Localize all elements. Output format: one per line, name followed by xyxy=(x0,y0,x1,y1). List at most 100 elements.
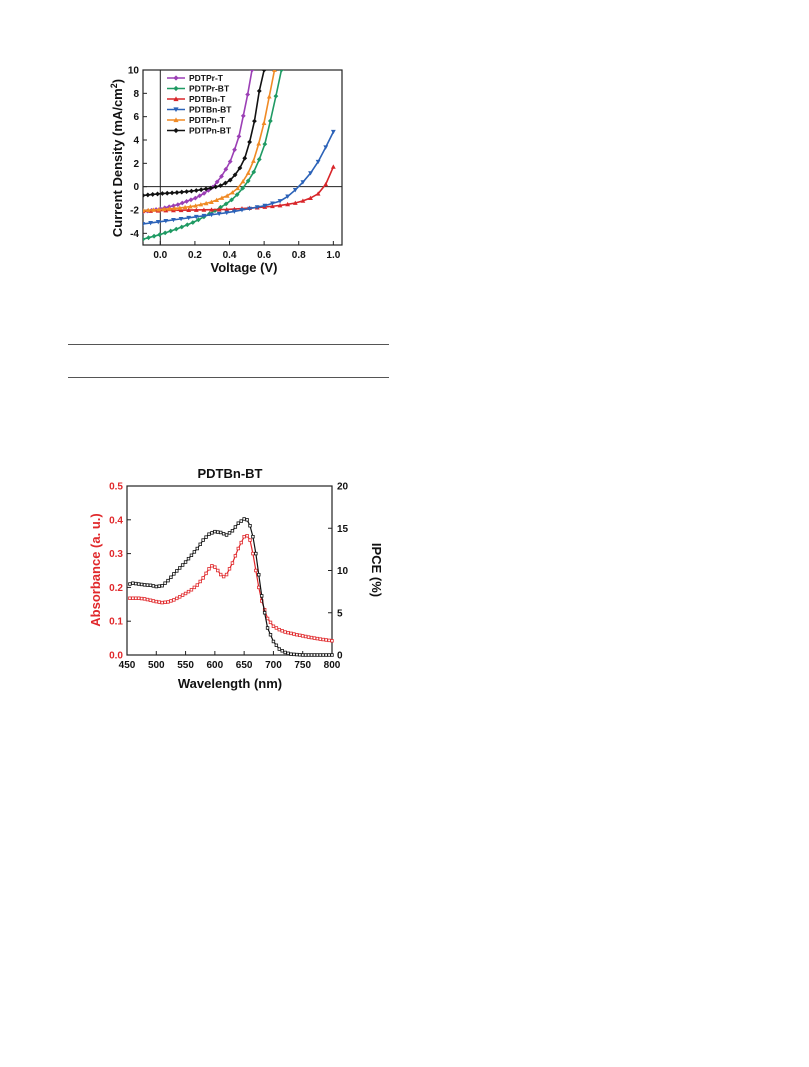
jv-data-point xyxy=(234,192,240,198)
ipce-data-point xyxy=(280,649,284,653)
ipce-data-point xyxy=(239,540,243,545)
jv-data-point xyxy=(173,226,179,232)
jv-data-point xyxy=(252,118,257,124)
jv-data-point xyxy=(208,199,214,204)
jv-data-point xyxy=(219,173,224,179)
ipce-left-tick-label: 0.3 xyxy=(109,549,123,560)
ipce-data-point xyxy=(271,624,276,628)
jv-data-point xyxy=(216,211,222,217)
ipce-left-tick-label: 0.4 xyxy=(109,515,123,526)
ipce-data-point xyxy=(180,593,185,597)
jv-legend-label: PDTPr-BT xyxy=(189,84,230,94)
jv-data-point xyxy=(201,207,207,212)
jv-data-point xyxy=(189,188,194,194)
jv-data-point xyxy=(232,172,238,178)
jv-data-point xyxy=(277,199,283,204)
ipce-data-point xyxy=(260,599,264,603)
ipce-data-point xyxy=(128,582,132,586)
ipce-data-point xyxy=(219,530,223,535)
ipce-data-point xyxy=(301,653,305,657)
jv-y-axis-label: Current Density (mA/cm2) xyxy=(109,79,125,237)
jv-data-point xyxy=(184,199,190,204)
ipce-data-point xyxy=(230,529,235,533)
ipce-data-point xyxy=(254,551,258,556)
ipce-data-point xyxy=(151,584,156,588)
ipce-data-point xyxy=(207,567,211,571)
jv-data-point xyxy=(187,204,193,209)
jv-series-pdtpr-bt xyxy=(143,70,284,242)
ipce-data-point xyxy=(169,599,173,603)
ipce-x-tick-label: 550 xyxy=(177,660,194,671)
jv-data-point xyxy=(143,222,146,227)
ipce-data-point xyxy=(286,630,290,635)
ipce-data-point xyxy=(148,583,153,587)
table-bottom-rule xyxy=(68,377,389,378)
jv-data-point xyxy=(174,190,180,195)
jv-data-point xyxy=(184,189,190,194)
jv-data-point xyxy=(300,198,306,203)
jv-data-point xyxy=(171,217,176,223)
jv-y-tick-label: -4 xyxy=(130,229,139,240)
jv-data-point xyxy=(145,192,151,198)
jv-data-point xyxy=(184,222,190,228)
ipce-data-point xyxy=(224,533,229,537)
jv-data-point xyxy=(190,220,196,225)
ipce-left-tick-label: 0.1 xyxy=(109,617,123,628)
ipce-left-axis-label: Absorbance (a. u.) xyxy=(88,513,103,626)
ipce-data-point xyxy=(283,650,287,655)
jv-data-point xyxy=(254,205,260,210)
jv-data-point xyxy=(201,190,207,196)
jv-data-point xyxy=(267,118,273,124)
jv-data-point xyxy=(292,188,298,193)
jv-data-point xyxy=(315,159,321,165)
jv-data-point xyxy=(251,158,256,163)
jv-data-point xyxy=(179,189,185,195)
jv-data-point xyxy=(145,207,151,213)
ipce-data-point xyxy=(236,546,240,551)
ipce-data-point xyxy=(142,597,147,601)
jv-legend-swatch-marker xyxy=(173,96,179,102)
jv-data-point xyxy=(193,207,199,212)
ipce-data-point xyxy=(201,576,205,580)
ipce-data-point xyxy=(324,653,328,657)
jv-data-point xyxy=(177,205,183,210)
ipce-data-point xyxy=(172,572,176,576)
jv-data-point xyxy=(178,216,184,222)
ipce-data-point xyxy=(233,554,238,558)
ipce-data-point xyxy=(327,653,331,657)
jv-data-point xyxy=(156,207,162,212)
jv-data-point xyxy=(203,186,209,192)
ipce-data-point xyxy=(242,517,246,521)
jv-data-point xyxy=(261,70,267,73)
ipce-plot-border xyxy=(126,485,333,656)
jv-data-point xyxy=(323,181,329,187)
ipce-data-point xyxy=(330,653,334,657)
jv-data-point xyxy=(179,200,185,206)
ipce-x-tick-label: 750 xyxy=(294,660,311,671)
ipce-data-point xyxy=(186,556,191,561)
jv-legend-item: PDTPn-BT xyxy=(167,126,232,136)
ipce-data-point xyxy=(183,560,188,564)
jv-x-tick-label: 0.8 xyxy=(292,250,306,261)
ipce-x-tick-label: 450 xyxy=(119,660,136,671)
ipce-data-point xyxy=(131,581,135,585)
jv-data-point xyxy=(270,201,275,206)
ipce-left-tick-label: 0.5 xyxy=(109,482,123,493)
ipce-x-tick-label: 700 xyxy=(265,660,282,671)
jv-data-point xyxy=(175,202,181,208)
ipce-data-point xyxy=(286,651,290,656)
ipce-data-point xyxy=(295,652,299,657)
jv-data-point xyxy=(198,202,204,207)
jv-data-point xyxy=(240,185,246,191)
jv-data-point xyxy=(195,217,201,223)
jv-data-point xyxy=(249,70,255,73)
ipce-data-point xyxy=(239,519,243,523)
ipce-right-tick-label: 5 xyxy=(337,608,343,619)
jv-data-point xyxy=(143,193,146,198)
ipce-data-point xyxy=(289,652,293,656)
jv-data-point xyxy=(166,206,172,211)
ipce-right-tick-label: 20 xyxy=(337,482,349,493)
jv-data-point xyxy=(197,193,203,199)
jv-legend-item: PDTBn-T xyxy=(167,94,226,104)
jv-data-point xyxy=(151,207,156,212)
